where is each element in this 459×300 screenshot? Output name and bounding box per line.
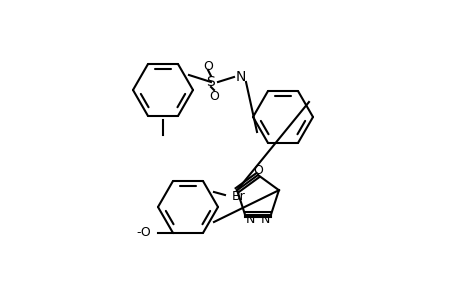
Text: N: N: [245, 213, 254, 226]
Text: N: N: [235, 70, 246, 84]
Text: Br: Br: [231, 190, 245, 203]
Text: S: S: [206, 75, 215, 89]
Text: O: O: [208, 89, 218, 103]
Text: N: N: [261, 213, 270, 226]
Text: -O: -O: [136, 226, 151, 239]
Text: O: O: [202, 59, 213, 73]
Text: O: O: [252, 164, 263, 176]
